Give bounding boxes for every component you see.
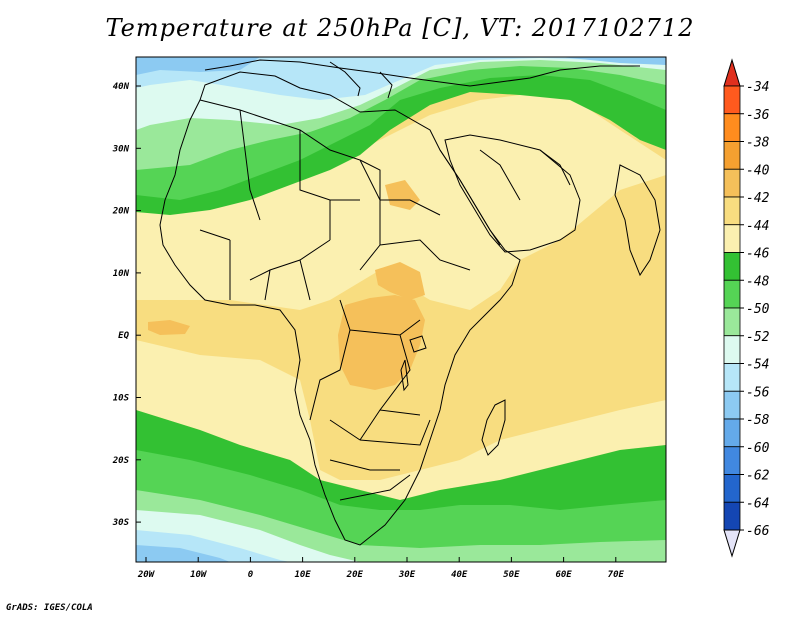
lake-tanganyika: [400, 359, 409, 392]
colorbar-label: -50: [746, 302, 770, 317]
lon-label: 40E: [451, 570, 468, 580]
band-40-38: [385, 180, 420, 210]
lon-label: 10E: [294, 570, 311, 580]
colorbar-swatch: [723, 446, 741, 475]
lon-label: 30E: [398, 570, 416, 580]
lat-label: 30N: [112, 144, 130, 154]
map-outlines: [159, 59, 661, 546]
band-44-42: [136, 340, 666, 500]
lon-label: 10W: [190, 570, 208, 580]
colorbar-label: -40: [746, 163, 770, 178]
map-title: Temperature at 250hPa [C], VT: 201710271…: [105, 14, 695, 42]
africa-coastline: [159, 71, 521, 546]
colorbar-swatch: [723, 501, 741, 531]
lat-label: 20N: [112, 207, 130, 217]
colorbar-swatch: [723, 418, 741, 448]
colorbar-swatch: [723, 363, 741, 392]
colorbar-swatch: [723, 335, 741, 364]
latitude-axis: 40N 30N 20N 10N EQ 10S 20S 30S: [112, 82, 141, 528]
colorbar-label: -52: [746, 330, 770, 345]
colorbar-swatch: [723, 85, 741, 115]
colorbar-label: -62: [746, 469, 770, 484]
lon-label: 70E: [608, 570, 625, 580]
country-borders: [199, 99, 471, 501]
lat-label: 10S: [113, 394, 130, 404]
colorbar-swatch: [723, 252, 741, 281]
colorbar-label: -54: [746, 358, 769, 373]
colorbar-swatch: [723, 307, 741, 337]
band-54-52: [136, 57, 660, 100]
temperature-field: [136, 57, 666, 562]
arabian-peninsula-inner: [479, 149, 521, 201]
colorbar-swatch: [723, 474, 741, 503]
colorbar-label: -48: [746, 274, 770, 289]
europe-coastline: [204, 59, 640, 87]
india-coastline: [614, 164, 661, 277]
arabia-coastline: [444, 134, 581, 253]
band-56-54: [560, 57, 666, 65]
lat-label: EQ: [118, 331, 129, 341]
persian-gulf: [539, 149, 571, 186]
colorbar-label: -56: [746, 385, 770, 400]
grads-credit: GrADS: IGES/COLA: [6, 603, 93, 613]
colorbar: -34 -36 -38 -40 -42 -44 -46 -48 -50 -52 -54 -56 -58 -…: [723, 58, 770, 558]
colorbar-label: -38: [746, 136, 770, 151]
colorbar-label: -58: [746, 413, 770, 428]
longitude-axis: 20W 10W 0 10E 20E 30E 40E 50E 60E 70E: [137, 557, 625, 580]
band-40-38: [375, 262, 425, 300]
lon-label: 0: [248, 570, 254, 580]
lake-victoria: [409, 335, 427, 353]
colorbar-swatch: [723, 141, 741, 170]
madagascar: [481, 399, 506, 456]
band-56-54: [136, 57, 260, 75]
band-56-54: [136, 545, 230, 562]
colorbar-label: -46: [746, 247, 770, 262]
colorbar-arrow-top: [723, 58, 741, 87]
italy: [329, 61, 361, 97]
colorbar-label: -36: [746, 108, 770, 123]
colorbar-label: -44: [746, 219, 769, 234]
colorbar-swatch: [723, 113, 741, 142]
lon-label: 50E: [503, 570, 520, 580]
lat-label: 40N: [113, 82, 130, 92]
colorbar-label: -66: [746, 524, 770, 539]
colorbar-swatch: [723, 196, 741, 226]
lat-label: 30S: [112, 518, 130, 528]
colorbar-swatch: [723, 390, 741, 420]
lon-label: 60E: [555, 570, 572, 580]
colorbar-arrow-bottom: [723, 529, 741, 558]
colorbar-swatch: [723, 168, 741, 198]
plot-frame: [135, 56, 667, 563]
lat-label: 20S: [112, 456, 130, 466]
red-sea: [439, 149, 501, 246]
colorbar-label: -60: [746, 441, 770, 456]
lon-label: 20E: [346, 570, 364, 580]
greece: [379, 71, 393, 99]
colorbar-swatch: [723, 224, 741, 253]
band-40-38: [338, 295, 425, 390]
colorbar-label: -34: [746, 80, 769, 95]
colorbar-swatch: [723, 279, 741, 309]
lat-label: 10N: [113, 269, 130, 279]
colorbar-label: -64: [746, 496, 769, 511]
band-40-38: [148, 320, 190, 335]
colorbar-label: -42: [746, 191, 770, 206]
lon-label: 20W: [137, 570, 156, 580]
